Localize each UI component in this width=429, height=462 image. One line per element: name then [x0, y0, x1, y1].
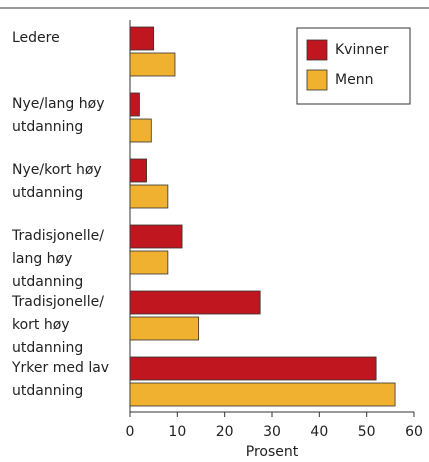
x-tick-label: 10 [168, 424, 186, 440]
bar [129, 184, 169, 209]
bar [129, 26, 155, 51]
bar [129, 52, 176, 77]
x-tick-label: 40 [310, 424, 328, 440]
x-tick-label: 30 [263, 424, 281, 440]
y-tick-label: Ledere [12, 30, 60, 46]
bar [129, 118, 152, 143]
bar [129, 290, 261, 315]
legend-swatch [306, 69, 328, 91]
bar [129, 316, 200, 341]
x-axis-label: Prosent [246, 444, 299, 460]
y-tick-label: Yrker med lav utdanning [11, 360, 109, 399]
y-tick-label: Tradisjonelle/kort høy utdanning [11, 294, 104, 356]
y-tick-label: Nye/kort høy utdanning [12, 162, 102, 201]
bar [129, 92, 140, 117]
bar [129, 356, 377, 381]
y-tick-label: Nye/lang høy utdanning [12, 96, 105, 135]
x-tick-label: 60 [405, 424, 423, 440]
x-tick-label: 50 [358, 424, 376, 440]
legend-label: Menn [335, 72, 373, 88]
x-tick-label: 20 [216, 424, 234, 440]
bar [129, 158, 147, 183]
legend-box [296, 27, 411, 105]
x-tick-label: 0 [126, 424, 135, 440]
legend-swatch [306, 39, 328, 61]
legend-label: Kvinner [335, 42, 389, 58]
bar [129, 250, 169, 275]
y-tick-label: Tradisjonelle/lang høy utdanning [11, 228, 104, 290]
bar [129, 382, 396, 407]
bar [129, 224, 183, 249]
